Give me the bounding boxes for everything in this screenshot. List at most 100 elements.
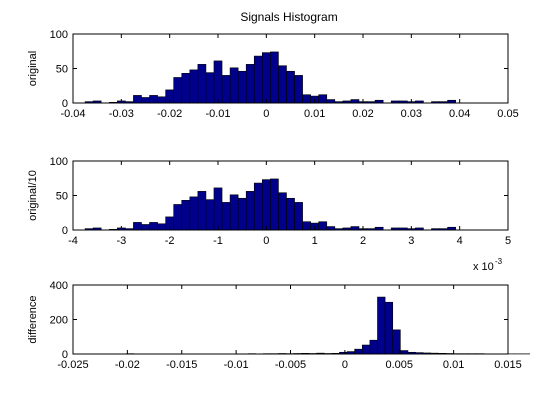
histogram-bar bbox=[149, 95, 158, 104]
x-tick-label: -0.005 bbox=[275, 359, 306, 371]
x-tick-label: -0.01 bbox=[205, 108, 230, 120]
x-tick-label: 0 bbox=[263, 108, 269, 120]
histogram-bar bbox=[229, 194, 239, 231]
histogram-bar bbox=[350, 226, 360, 231]
x-tick-label: -0.01 bbox=[224, 359, 249, 371]
histogram-bar bbox=[133, 95, 142, 104]
y-tick-label: 100 bbox=[50, 156, 68, 168]
histogram-bar bbox=[157, 223, 166, 231]
x-tick-label: -0.04 bbox=[60, 108, 85, 120]
y-axis-label: original/10 bbox=[27, 170, 39, 221]
histogram-bar bbox=[173, 77, 183, 104]
histogram-bar bbox=[149, 222, 158, 231]
histogram-bar bbox=[213, 60, 223, 104]
x-tick-label: 5 bbox=[505, 235, 511, 247]
x-axis-multiplier: x 10 bbox=[473, 261, 494, 273]
x-tick-label: 3 bbox=[408, 235, 414, 247]
histogram-bar bbox=[369, 339, 378, 355]
histogram-bar bbox=[189, 196, 199, 231]
histogram-bar bbox=[253, 55, 263, 104]
histogram-bar bbox=[400, 350, 409, 355]
x-tick-label: 0.01 bbox=[443, 359, 464, 371]
x-tick-label: 0.02 bbox=[352, 108, 373, 120]
histogram-bar bbox=[302, 221, 311, 231]
y-tick-label: 100 bbox=[50, 29, 68, 41]
histogram-bar bbox=[173, 204, 183, 231]
x-tick-label: -0.03 bbox=[109, 108, 134, 120]
x-tick-label: 2 bbox=[360, 235, 366, 247]
histogram-bar bbox=[237, 70, 247, 104]
x-tick-label: -4 bbox=[68, 235, 78, 247]
x-tick-label: 4 bbox=[457, 235, 463, 247]
histogram-bar bbox=[278, 192, 287, 231]
x-tick-label: -2 bbox=[165, 235, 175, 247]
histogram-bar bbox=[189, 69, 199, 104]
y-tick-label: 400 bbox=[50, 280, 68, 292]
y-tick-label: 0 bbox=[62, 349, 68, 361]
histogram-bar bbox=[262, 52, 271, 104]
histogram-bar bbox=[302, 94, 311, 104]
histogram-bar bbox=[181, 200, 191, 231]
histogram-bar bbox=[141, 224, 150, 231]
histogram-bar bbox=[133, 222, 142, 231]
x-tick-label: 0.015 bbox=[494, 359, 522, 371]
histogram-bar bbox=[245, 64, 255, 104]
histogram-bar bbox=[361, 344, 371, 355]
histogram-bar bbox=[294, 75, 303, 104]
histogram-bar bbox=[253, 182, 263, 231]
histogram-bar bbox=[384, 301, 394, 355]
histogram-bar bbox=[377, 296, 386, 355]
y-axis-label: difference bbox=[27, 295, 39, 343]
histogram-bar bbox=[326, 226, 336, 231]
histogram-bar bbox=[197, 64, 207, 104]
y-tick-label: 50 bbox=[56, 64, 68, 76]
histogram-bar bbox=[197, 191, 207, 231]
histogram-bar bbox=[181, 73, 191, 104]
histogram-bar bbox=[350, 99, 360, 104]
histogram-bar bbox=[326, 99, 336, 104]
x-tick-label: 0 bbox=[342, 359, 348, 371]
histogram-bar bbox=[221, 202, 231, 231]
x-tick-label: -0.02 bbox=[157, 108, 182, 120]
subplot-difference: -0.025 -0.02 -0.015 -0.01 -0.005 0 0.005 0.01 0.… bbox=[27, 280, 531, 371]
histogram-bar bbox=[270, 178, 279, 231]
histogram-bar bbox=[205, 72, 215, 104]
x-tick-label: 0.04 bbox=[449, 108, 470, 120]
histogram-bar bbox=[354, 348, 363, 355]
x-tick-label: 0.005 bbox=[385, 359, 413, 371]
x-tick-label: -0.015 bbox=[166, 359, 197, 371]
histogram-bar bbox=[221, 75, 231, 104]
x-tick-label: 0.05 bbox=[497, 108, 518, 120]
histogram-bar bbox=[141, 97, 150, 104]
y-tick-label: 50 bbox=[56, 191, 68, 203]
y-tick-label: 0 bbox=[62, 225, 68, 237]
histogram-bar bbox=[270, 51, 279, 104]
y-tick-label: 0 bbox=[62, 98, 68, 110]
y-tick-label: 200 bbox=[50, 315, 68, 327]
histogram-bar bbox=[318, 94, 328, 104]
histogram-bar bbox=[237, 197, 247, 231]
histogram-bar bbox=[286, 197, 295, 231]
x-tick-label: 0.03 bbox=[401, 108, 422, 120]
plot-area bbox=[73, 285, 508, 354]
histogram-bar bbox=[286, 70, 295, 104]
x-tick-label: -0.02 bbox=[115, 359, 140, 371]
x-tick-label: -1 bbox=[213, 235, 223, 247]
histogram-bar bbox=[278, 65, 287, 104]
histogram-bar bbox=[245, 191, 255, 231]
histogram-bar bbox=[262, 179, 271, 231]
x-tick-label: -0.025 bbox=[57, 359, 88, 371]
histogram-bar bbox=[205, 199, 215, 231]
figure-title: Signals Histogram bbox=[240, 10, 337, 24]
x-tick-label: 1 bbox=[312, 235, 318, 247]
x-axis-multiplier-exponent: -3 bbox=[495, 257, 503, 266]
x-tick-label: 0 bbox=[263, 235, 269, 247]
histogram-bar bbox=[318, 221, 328, 231]
histogram-bar bbox=[229, 67, 239, 104]
x-tick-label: -3 bbox=[116, 235, 126, 247]
histogram-bar bbox=[294, 202, 303, 231]
y-axis-label: original bbox=[27, 51, 39, 86]
histogram-bar bbox=[213, 187, 223, 231]
